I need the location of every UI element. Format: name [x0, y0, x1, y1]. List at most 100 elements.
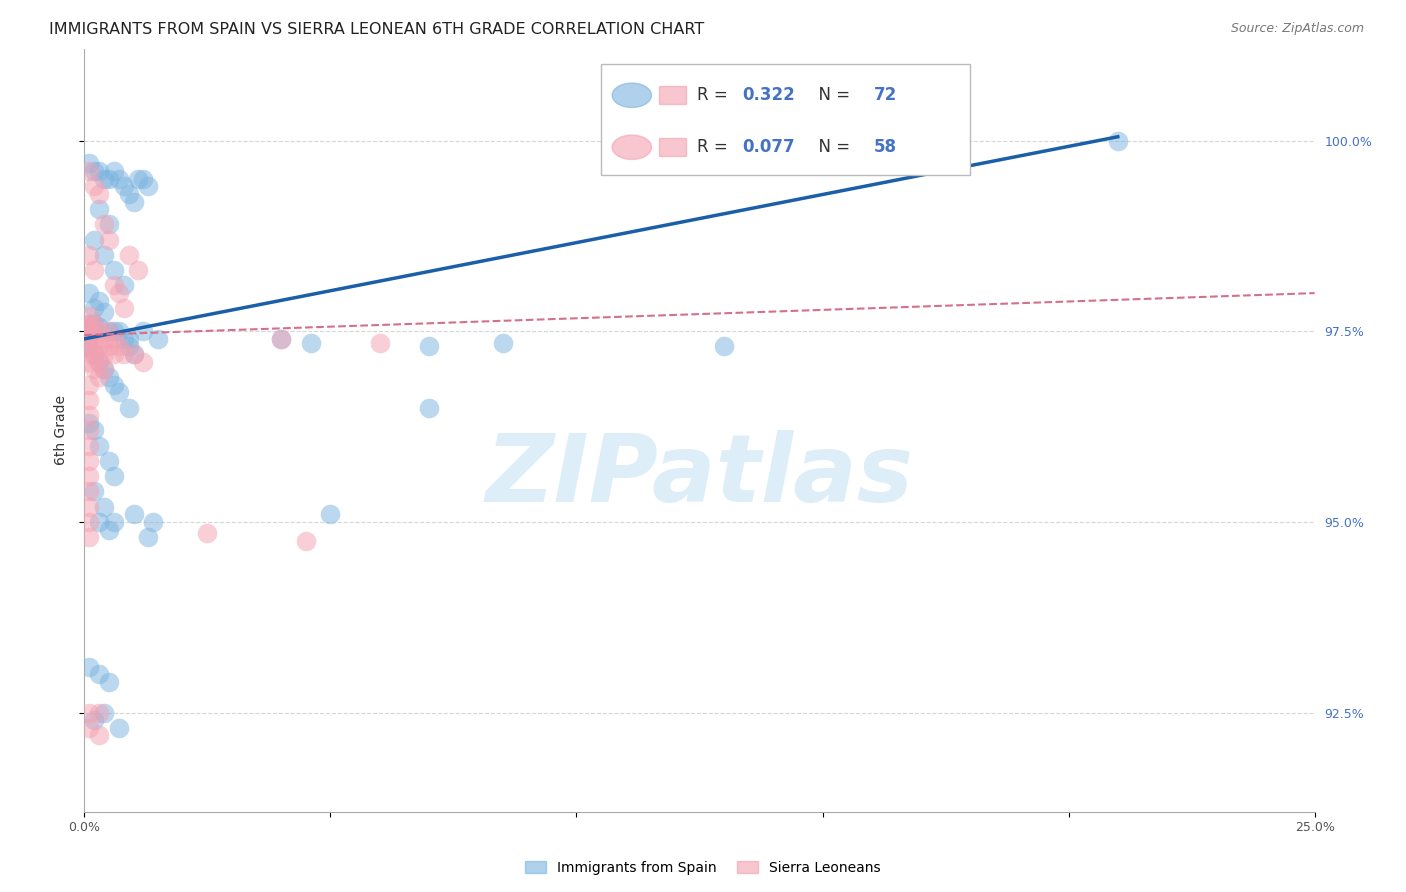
- Point: [93, 248, 115, 262]
- Point: [299, 335, 322, 350]
- Point: [860, 126, 883, 140]
- Point: [148, 332, 170, 346]
- Point: [83, 362, 105, 376]
- Point: [103, 263, 125, 277]
- Point: [79, 660, 101, 674]
- Text: R =: R =: [697, 87, 733, 104]
- Point: [79, 454, 101, 468]
- Point: [93, 171, 115, 186]
- Point: [98, 454, 120, 468]
- Point: [87, 370, 111, 384]
- Point: [87, 706, 111, 720]
- Point: [103, 469, 125, 483]
- Point: [103, 332, 125, 346]
- Point: [87, 439, 111, 453]
- Point: [142, 515, 165, 529]
- Point: [87, 728, 111, 742]
- Point: [87, 293, 111, 308]
- Point: [79, 377, 101, 392]
- Point: [112, 332, 135, 346]
- Text: ZIPatlas: ZIPatlas: [485, 430, 914, 522]
- Point: [108, 721, 131, 735]
- Point: [108, 385, 131, 400]
- Point: [87, 320, 111, 334]
- Point: [132, 324, 155, 338]
- Point: [270, 332, 292, 346]
- Point: [122, 194, 145, 209]
- Point: [112, 179, 135, 194]
- Point: [79, 156, 101, 170]
- Point: [83, 263, 105, 277]
- Point: [108, 286, 131, 301]
- Point: [118, 186, 141, 201]
- Point: [79, 469, 101, 483]
- Point: [79, 317, 101, 331]
- Text: R =: R =: [697, 138, 733, 156]
- Point: [118, 248, 141, 262]
- Point: [112, 278, 135, 293]
- Point: [79, 423, 101, 437]
- Point: [103, 377, 125, 392]
- Point: [79, 320, 101, 334]
- Point: [79, 515, 101, 529]
- Point: [93, 218, 115, 232]
- Point: [79, 484, 101, 499]
- Point: [79, 439, 101, 453]
- Point: [93, 362, 115, 376]
- Point: [83, 347, 105, 361]
- Point: [103, 324, 125, 338]
- Point: [128, 171, 150, 186]
- Point: [87, 355, 111, 369]
- Point: [87, 186, 111, 201]
- Y-axis label: 6th Grade: 6th Grade: [53, 395, 67, 466]
- Point: [79, 408, 101, 422]
- Point: [87, 164, 111, 178]
- Point: [98, 523, 120, 537]
- Point: [87, 355, 111, 369]
- Point: [79, 706, 101, 720]
- Point: [319, 508, 342, 522]
- Point: [98, 233, 120, 247]
- Point: [132, 355, 155, 369]
- Point: [87, 667, 111, 681]
- Bar: [659, 87, 686, 104]
- Point: [122, 347, 145, 361]
- Point: [83, 713, 105, 727]
- Point: [83, 484, 105, 499]
- Point: [98, 370, 120, 384]
- Point: [132, 171, 155, 186]
- Point: [87, 515, 111, 529]
- Point: [492, 335, 515, 350]
- Text: 0.077: 0.077: [742, 138, 796, 156]
- Point: [83, 317, 105, 331]
- Point: [83, 332, 105, 346]
- Point: [98, 324, 120, 338]
- Text: 72: 72: [875, 87, 897, 104]
- Point: [83, 317, 105, 331]
- Point: [418, 401, 440, 415]
- Point: [79, 309, 101, 323]
- Point: [138, 179, 160, 194]
- Point: [103, 347, 125, 361]
- Point: [79, 721, 101, 735]
- Point: [138, 530, 160, 544]
- Point: [118, 339, 141, 353]
- Point: [93, 347, 115, 361]
- Point: [79, 339, 101, 353]
- Point: [83, 179, 105, 194]
- Point: [83, 233, 105, 247]
- Point: [83, 423, 105, 437]
- Text: 0.322: 0.322: [742, 87, 796, 104]
- Point: [713, 339, 735, 353]
- Point: [79, 530, 101, 544]
- Point: [368, 335, 391, 350]
- Point: [108, 339, 131, 353]
- Point: [418, 339, 440, 353]
- Point: [93, 362, 115, 376]
- Point: [93, 332, 115, 346]
- Point: [93, 500, 115, 514]
- Point: [83, 347, 105, 361]
- Point: [79, 500, 101, 514]
- Point: [79, 339, 101, 353]
- Point: [98, 675, 120, 690]
